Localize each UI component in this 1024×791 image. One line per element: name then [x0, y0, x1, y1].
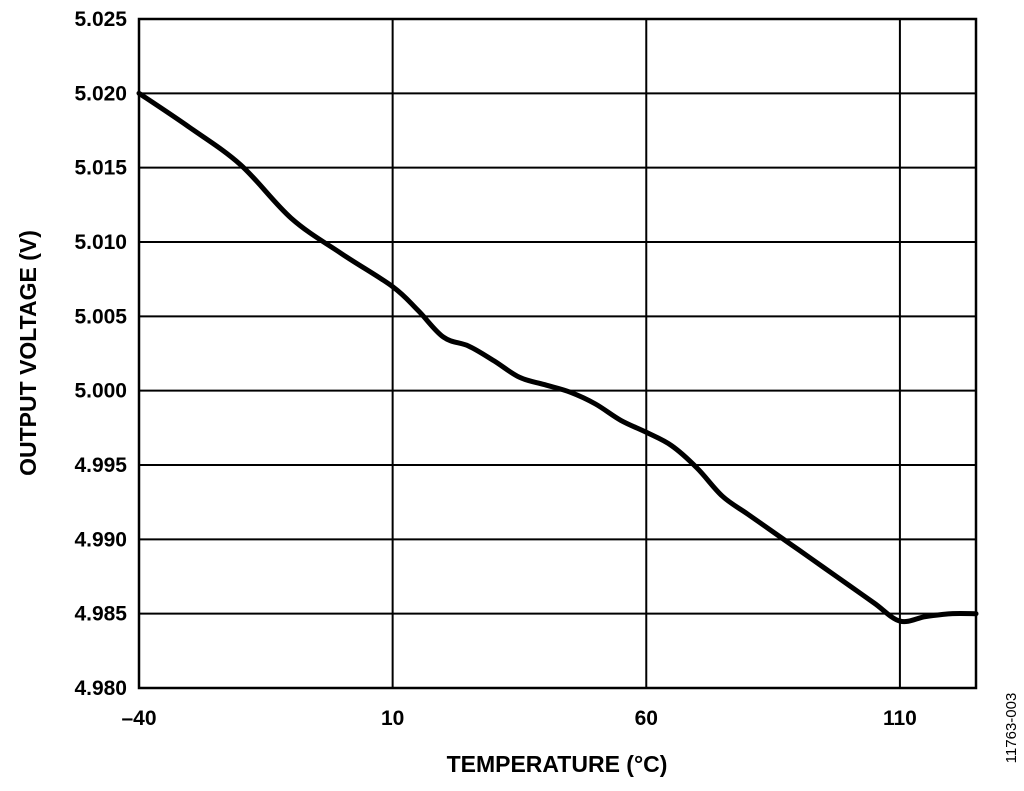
x-tick-label: 110 — [883, 707, 917, 730]
y-tick-label: 4.995 — [74, 454, 127, 477]
y-tick-label: 4.990 — [74, 528, 127, 551]
y-tick-label: 5.000 — [74, 380, 127, 403]
x-tick-labels: –40 10 60 110 — [121, 707, 916, 730]
y-tick-label: 4.985 — [74, 603, 127, 626]
y-axis-title: OUTPUT VOLTAGE (V) — [15, 230, 41, 476]
x-tick-label: 10 — [381, 707, 404, 730]
y-tick-label: 5.010 — [74, 231, 127, 254]
x-axis-title: TEMPERATURE (°C) — [447, 751, 668, 777]
y-tick-label: 5.005 — [74, 305, 127, 328]
y-tick-labels: 4.980 4.985 4.990 4.995 5.000 5.005 5.010 5.015… — [74, 8, 127, 700]
y-tick-label: 4.980 — [74, 677, 127, 700]
series-line-output-voltage — [136, 90, 979, 625]
y-tick-label: 5.020 — [74, 82, 127, 105]
y-tick-label: 5.015 — [74, 157, 127, 180]
figure-id: 11763-003 — [1003, 693, 1020, 764]
y-tick-label: 5.025 — [74, 8, 127, 31]
plot-frame — [137, 17, 978, 690]
x-tick-label: 60 — [635, 707, 658, 730]
x-tick-label: –40 — [121, 707, 156, 730]
